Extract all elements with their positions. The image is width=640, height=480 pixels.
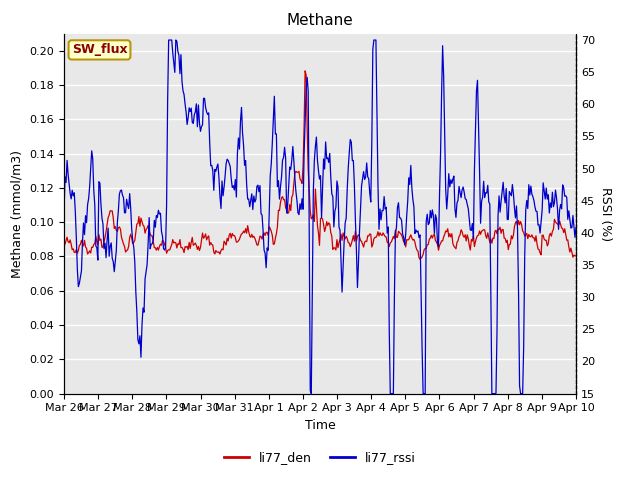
- X-axis label: Time: Time: [305, 419, 335, 432]
- Title: Methane: Methane: [287, 13, 353, 28]
- Y-axis label: Methane (mmol/m3): Methane (mmol/m3): [11, 150, 24, 277]
- Text: SW_flux: SW_flux: [72, 43, 127, 56]
- Y-axis label: RSSI (%): RSSI (%): [598, 187, 612, 240]
- Legend: li77_den, li77_rssi: li77_den, li77_rssi: [219, 446, 421, 469]
